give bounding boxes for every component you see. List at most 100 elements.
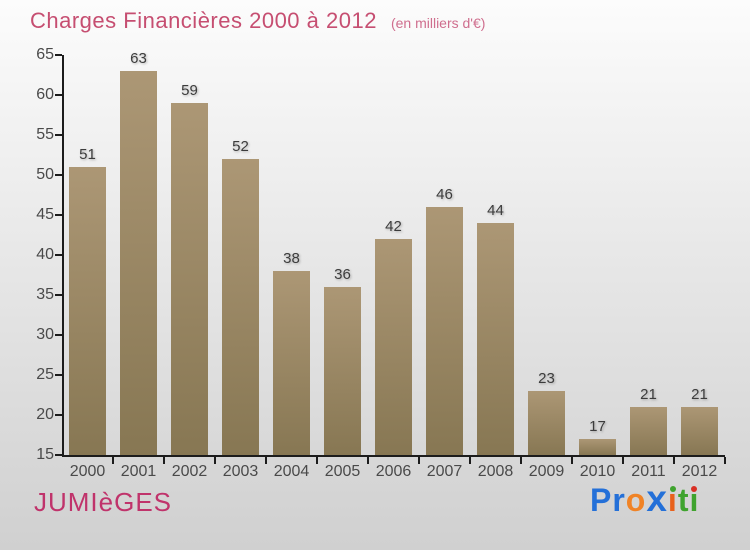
x-axis-tick	[112, 457, 114, 464]
x-axis-tick	[469, 457, 471, 464]
x-axis-tick	[418, 457, 420, 464]
x-axis-category-label: 2001	[120, 463, 157, 480]
x-axis-category-label: 2011	[631, 463, 666, 480]
y-axis-tick-label: 35	[36, 286, 54, 303]
bar-chart-plot-area: 65 60 55 50 45 40 35 30 25 20 15 51 2000 63 2001 59 2002…	[36, 47, 726, 480]
y-axis-tick-label: 45	[36, 206, 54, 223]
x-axis-category-label: 2007	[426, 463, 463, 480]
bar-slot: 63 2001	[113, 50, 164, 480]
bar-slot: 17 2010	[572, 55, 623, 480]
bar-value-label: 63	[130, 50, 147, 67]
bar-slot: 21 2011	[623, 55, 674, 480]
y-axis-line	[62, 55, 64, 457]
bar-2012	[681, 407, 718, 455]
bar-2004	[273, 271, 310, 455]
brand-letter-r: r	[612, 482, 626, 518]
chart-title: Charges Financières 2000 à 2012	[30, 8, 377, 33]
y-axis-tick-label: 40	[36, 246, 54, 263]
brand-letter-i: ı	[689, 482, 700, 518]
y-axis-tick-label: 55	[36, 126, 54, 143]
y-axis-tick	[55, 294, 62, 296]
y-axis-tick-label: 50	[36, 166, 54, 183]
bar-2000	[69, 167, 106, 455]
brand-letter-t: t	[677, 482, 690, 518]
x-axis-tick	[520, 457, 522, 464]
brand-letter-P: P	[590, 482, 613, 518]
bar-slot: 51 2000	[62, 55, 113, 480]
bar-2010	[579, 439, 616, 455]
y-axis-tick	[55, 374, 62, 376]
bar-slot: 52 2003	[215, 55, 266, 480]
bar-value-label: 46	[436, 186, 453, 203]
brand-letter-o: o	[625, 482, 647, 518]
x-axis-tick	[163, 457, 165, 464]
x-axis-tick	[316, 457, 318, 464]
y-axis-tick-label: 65	[36, 46, 54, 63]
x-axis-category-label: 2005	[324, 463, 361, 480]
bar-2009	[528, 391, 565, 455]
y-axis-tick-label: 25	[36, 366, 54, 383]
bar-value-label: 42	[385, 218, 402, 235]
x-axis-category-label: 2010	[579, 463, 616, 480]
x-axis-tick	[214, 457, 216, 464]
bar-2001	[120, 71, 157, 455]
chart-header: Charges Financières 2000 à 2012 (en mill…	[30, 8, 485, 34]
x-axis-tick	[622, 457, 624, 464]
bar-2003	[222, 159, 259, 455]
brand-letter-dot	[669, 486, 676, 492]
bar-2006	[375, 239, 412, 455]
bar-2007	[426, 207, 463, 455]
x-axis-tick	[724, 457, 726, 464]
bar-slot: 36 2005	[317, 55, 368, 480]
bar-value-label: 21	[640, 386, 657, 403]
x-axis-tick	[673, 457, 675, 464]
y-axis-tick	[55, 94, 62, 96]
bar-slot: 42 2006	[368, 55, 419, 480]
y-axis-tick	[55, 414, 62, 416]
x-axis-tick	[265, 457, 267, 464]
x-axis-category-label: 2008	[477, 463, 514, 480]
bar-slot: 23 2009	[521, 55, 572, 480]
y-axis-tick	[55, 54, 62, 56]
y-axis-tick	[55, 174, 62, 176]
bar-value-label: 59	[181, 82, 198, 99]
bar-slot: 44 2008	[470, 55, 521, 480]
bar-slot: 59 2002	[164, 55, 215, 480]
bar-value-label: 52	[232, 138, 249, 155]
org-name: JUMIèGES	[34, 487, 173, 517]
bar-value-label: 36	[334, 266, 351, 283]
x-axis-category-label: 2002	[171, 463, 208, 480]
x-axis-category-label: 2003	[222, 463, 259, 480]
bar-value-label: 21	[691, 386, 708, 403]
y-axis-tick-label: 20	[36, 406, 54, 423]
bar-2005	[324, 287, 361, 455]
y-axis-tick-label: 15	[36, 446, 54, 463]
bar-value-label: 38	[283, 250, 300, 267]
proxiti-logo: Proxı tı	[590, 478, 700, 519]
x-axis-category-label: 2012	[681, 463, 718, 480]
bar-2011	[630, 407, 667, 455]
bar-value-label: 51	[79, 146, 96, 163]
x-axis-category-label: 2004	[273, 463, 310, 480]
x-axis-tick	[367, 457, 369, 464]
y-axis-tick	[55, 334, 62, 336]
bar-value-label: 44	[487, 202, 504, 219]
bar-value-label: 17	[589, 418, 606, 435]
y-axis-tick-label: 60	[36, 86, 54, 103]
x-axis-line	[62, 455, 725, 457]
x-axis-category-label: 2009	[528, 463, 565, 480]
bar-slot: 38 2004	[266, 55, 317, 480]
brand-letter-i: ı	[667, 482, 678, 518]
x-axis-tick	[571, 457, 573, 464]
bar-2002	[171, 103, 208, 455]
bar-slot: 21 2012	[674, 55, 725, 480]
y-axis-tick-label: 30	[36, 326, 54, 343]
brand-letter-x: x	[646, 478, 668, 519]
y-axis-tick	[55, 134, 62, 136]
bar-value-label: 23	[538, 370, 555, 387]
bar-slot: 46 2007	[419, 55, 470, 480]
brand-letter-dot	[691, 486, 698, 492]
chart-unit-label: (en milliers d'€)	[390, 15, 486, 31]
y-axis-tick	[55, 214, 62, 216]
y-axis-tick	[55, 454, 62, 456]
